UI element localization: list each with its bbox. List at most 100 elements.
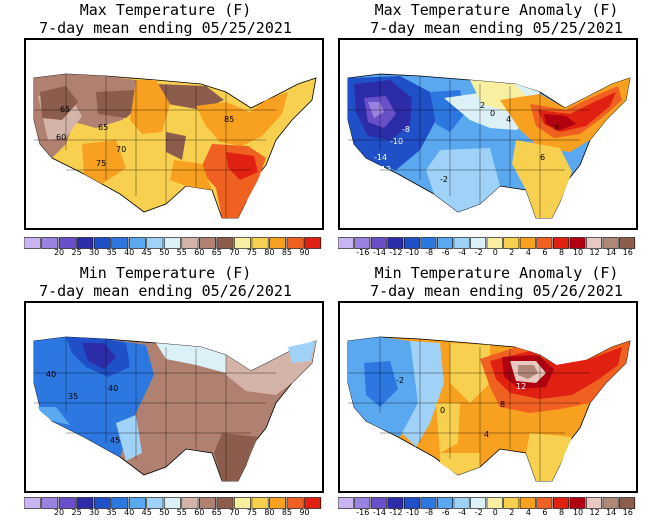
contour-label: 60 xyxy=(56,133,66,142)
colorbar-swatch xyxy=(58,497,76,509)
colorbar-swatch xyxy=(370,497,387,509)
colorbar-swatch xyxy=(453,237,470,249)
contour-label: 4 xyxy=(484,430,489,439)
colorbar-swatch xyxy=(337,497,354,509)
colorbar-swatch xyxy=(128,497,146,509)
colorbar-swatch xyxy=(470,237,487,249)
colorbar-swatch xyxy=(486,497,503,509)
colorbar-tick-label: 2 xyxy=(509,508,515,517)
panel-min-temperature-anomaly: Min Temperature Anomaly (F) 7-day mean e… xyxy=(331,263,662,526)
colorbar-swatch xyxy=(198,497,216,509)
colorbar-tick-label: 65 xyxy=(211,508,222,517)
colorbar-tick-label: 6 xyxy=(542,248,548,257)
colorbar-tick-label: 2 xyxy=(509,248,515,257)
colorbar-tick-label: -4 xyxy=(458,248,467,257)
colorbar-tick-label: 30 xyxy=(89,248,100,257)
colorbar-swatch xyxy=(569,237,586,249)
colorbar-swatch xyxy=(163,237,181,249)
contour-label: 4 xyxy=(506,115,511,124)
contour-label: 0 xyxy=(440,406,445,415)
colorbar-swatch xyxy=(337,237,354,249)
panel-max-temperature: Max Temperature (F) 7-day mean ending 05… xyxy=(0,0,331,263)
colorbar-tick-label: -12 xyxy=(389,248,403,257)
colorbar-tick-label: -6 xyxy=(441,248,450,257)
colorbar-swatch xyxy=(234,497,251,509)
colorbar-swatch xyxy=(163,497,181,509)
colorbar-swatch xyxy=(387,237,404,249)
colorbar-swatch xyxy=(304,497,322,509)
colorbar-swatch xyxy=(269,497,287,509)
colorbar-swatch xyxy=(234,237,251,249)
temperature-map: 65 60 85 70 75 65 xyxy=(26,40,322,228)
colorbar-tick-label: 14 xyxy=(606,508,617,517)
colorbar-tick-label: 70 xyxy=(229,508,240,517)
colorbar-tick-label: 30 xyxy=(89,508,100,517)
colorbar-swatch xyxy=(536,497,553,509)
colorbar-swatch xyxy=(552,237,569,249)
colorbar-tick-label: 20 xyxy=(53,248,65,257)
colorbar-swatch xyxy=(503,497,520,509)
map-frame: 65 60 85 70 75 65 xyxy=(24,38,324,230)
colorbar-tick-label: 12 xyxy=(589,248,600,257)
contour-label: 35 xyxy=(68,392,78,401)
contour-label: -10 xyxy=(390,137,403,146)
colorbar-swatch xyxy=(286,497,304,509)
temperature-anomaly-map: 12 8 4 0 -2 xyxy=(340,303,636,491)
panel-title-line1: Max Temperature Anomaly (F) xyxy=(374,1,619,19)
contour-label: -8 xyxy=(402,125,410,134)
colorbar-tick-label: 80 xyxy=(264,508,275,517)
colorbar-swatch xyxy=(76,497,94,509)
colorbar-swatch xyxy=(619,497,636,509)
colorbar-tick-label: -2 xyxy=(474,248,483,257)
colorbar-swatch xyxy=(181,237,199,249)
colorbar-swatch xyxy=(486,237,503,249)
colorbar-tick-label: 16 xyxy=(622,248,633,257)
colorbar-tick-label: 55 xyxy=(176,508,187,517)
colorbar-swatch xyxy=(403,497,420,509)
panel-title-line2: 7-day mean ending 05/26/2021 xyxy=(39,282,292,300)
colorbar: -16 -14 -12 -10 -8 -6 -4 -2 0 2 4 6 8 10 12 14 16 xyxy=(337,234,636,257)
panel-title-line2: 7-day mean ending 05/26/2021 xyxy=(370,282,623,300)
colorbar-swatch xyxy=(304,237,322,249)
contour-label: 65 xyxy=(60,105,70,114)
contour-label: 45 xyxy=(110,436,120,445)
colorbar-tick-label: 8 xyxy=(558,248,565,257)
colorbar-tick-label: 75 xyxy=(246,508,257,517)
colorbar-swatch xyxy=(146,497,164,509)
contour-label: 8 xyxy=(554,123,559,132)
contour-label: 8 xyxy=(500,400,505,409)
colorbar-swatch xyxy=(286,237,304,249)
colorbar: -16 -14 -12 -10 -8 -6 -4 -2 0 2 4 6 8 10 12 14 16 xyxy=(337,494,636,517)
colorbar-swatch xyxy=(41,237,59,249)
colorbar-swatch xyxy=(437,237,453,249)
contour-label: 70 xyxy=(116,145,126,154)
colorbar-tick-label: 90 xyxy=(299,248,310,257)
colorbar-tick-label: 50 xyxy=(159,248,170,257)
panel-title-line2: 7-day mean ending 05/25/2021 xyxy=(39,19,292,37)
contour-label: -2 xyxy=(396,376,404,385)
colorbar-tick-label: 16 xyxy=(622,508,633,517)
colorbar-swatch xyxy=(198,237,216,249)
colorbar-swatch xyxy=(93,237,111,249)
colorbar-swatch xyxy=(403,237,420,249)
colorbar-tick-label: 50 xyxy=(159,508,170,517)
colorbar-tick-label: 60 xyxy=(194,508,205,517)
colorbar-swatches xyxy=(23,237,322,249)
colorbar-swatch xyxy=(470,497,487,509)
colorbar-tick-label: -8 xyxy=(425,248,434,257)
colorbar-tick-label: 0 xyxy=(492,248,498,257)
colorbar-tick-label: -10 xyxy=(405,508,420,517)
colorbar-swatch xyxy=(216,497,234,509)
colorbar-swatch xyxy=(569,497,586,509)
colorbar-tick-label: -2 xyxy=(474,508,483,517)
colorbar-swatch xyxy=(602,237,619,249)
colorbar-swatch xyxy=(269,237,287,249)
colorbar-swatch xyxy=(420,237,437,249)
map-frame: 12 8 4 0 -2 xyxy=(338,301,638,493)
colorbar-swatch xyxy=(111,237,129,249)
colorbar-swatch xyxy=(354,237,371,249)
colorbar-tick-label: -14 xyxy=(372,508,386,517)
colorbar-swatch xyxy=(586,237,602,249)
colorbar-tick-label: 85 xyxy=(281,248,293,257)
colorbar-tick-label: 75 xyxy=(246,248,257,257)
